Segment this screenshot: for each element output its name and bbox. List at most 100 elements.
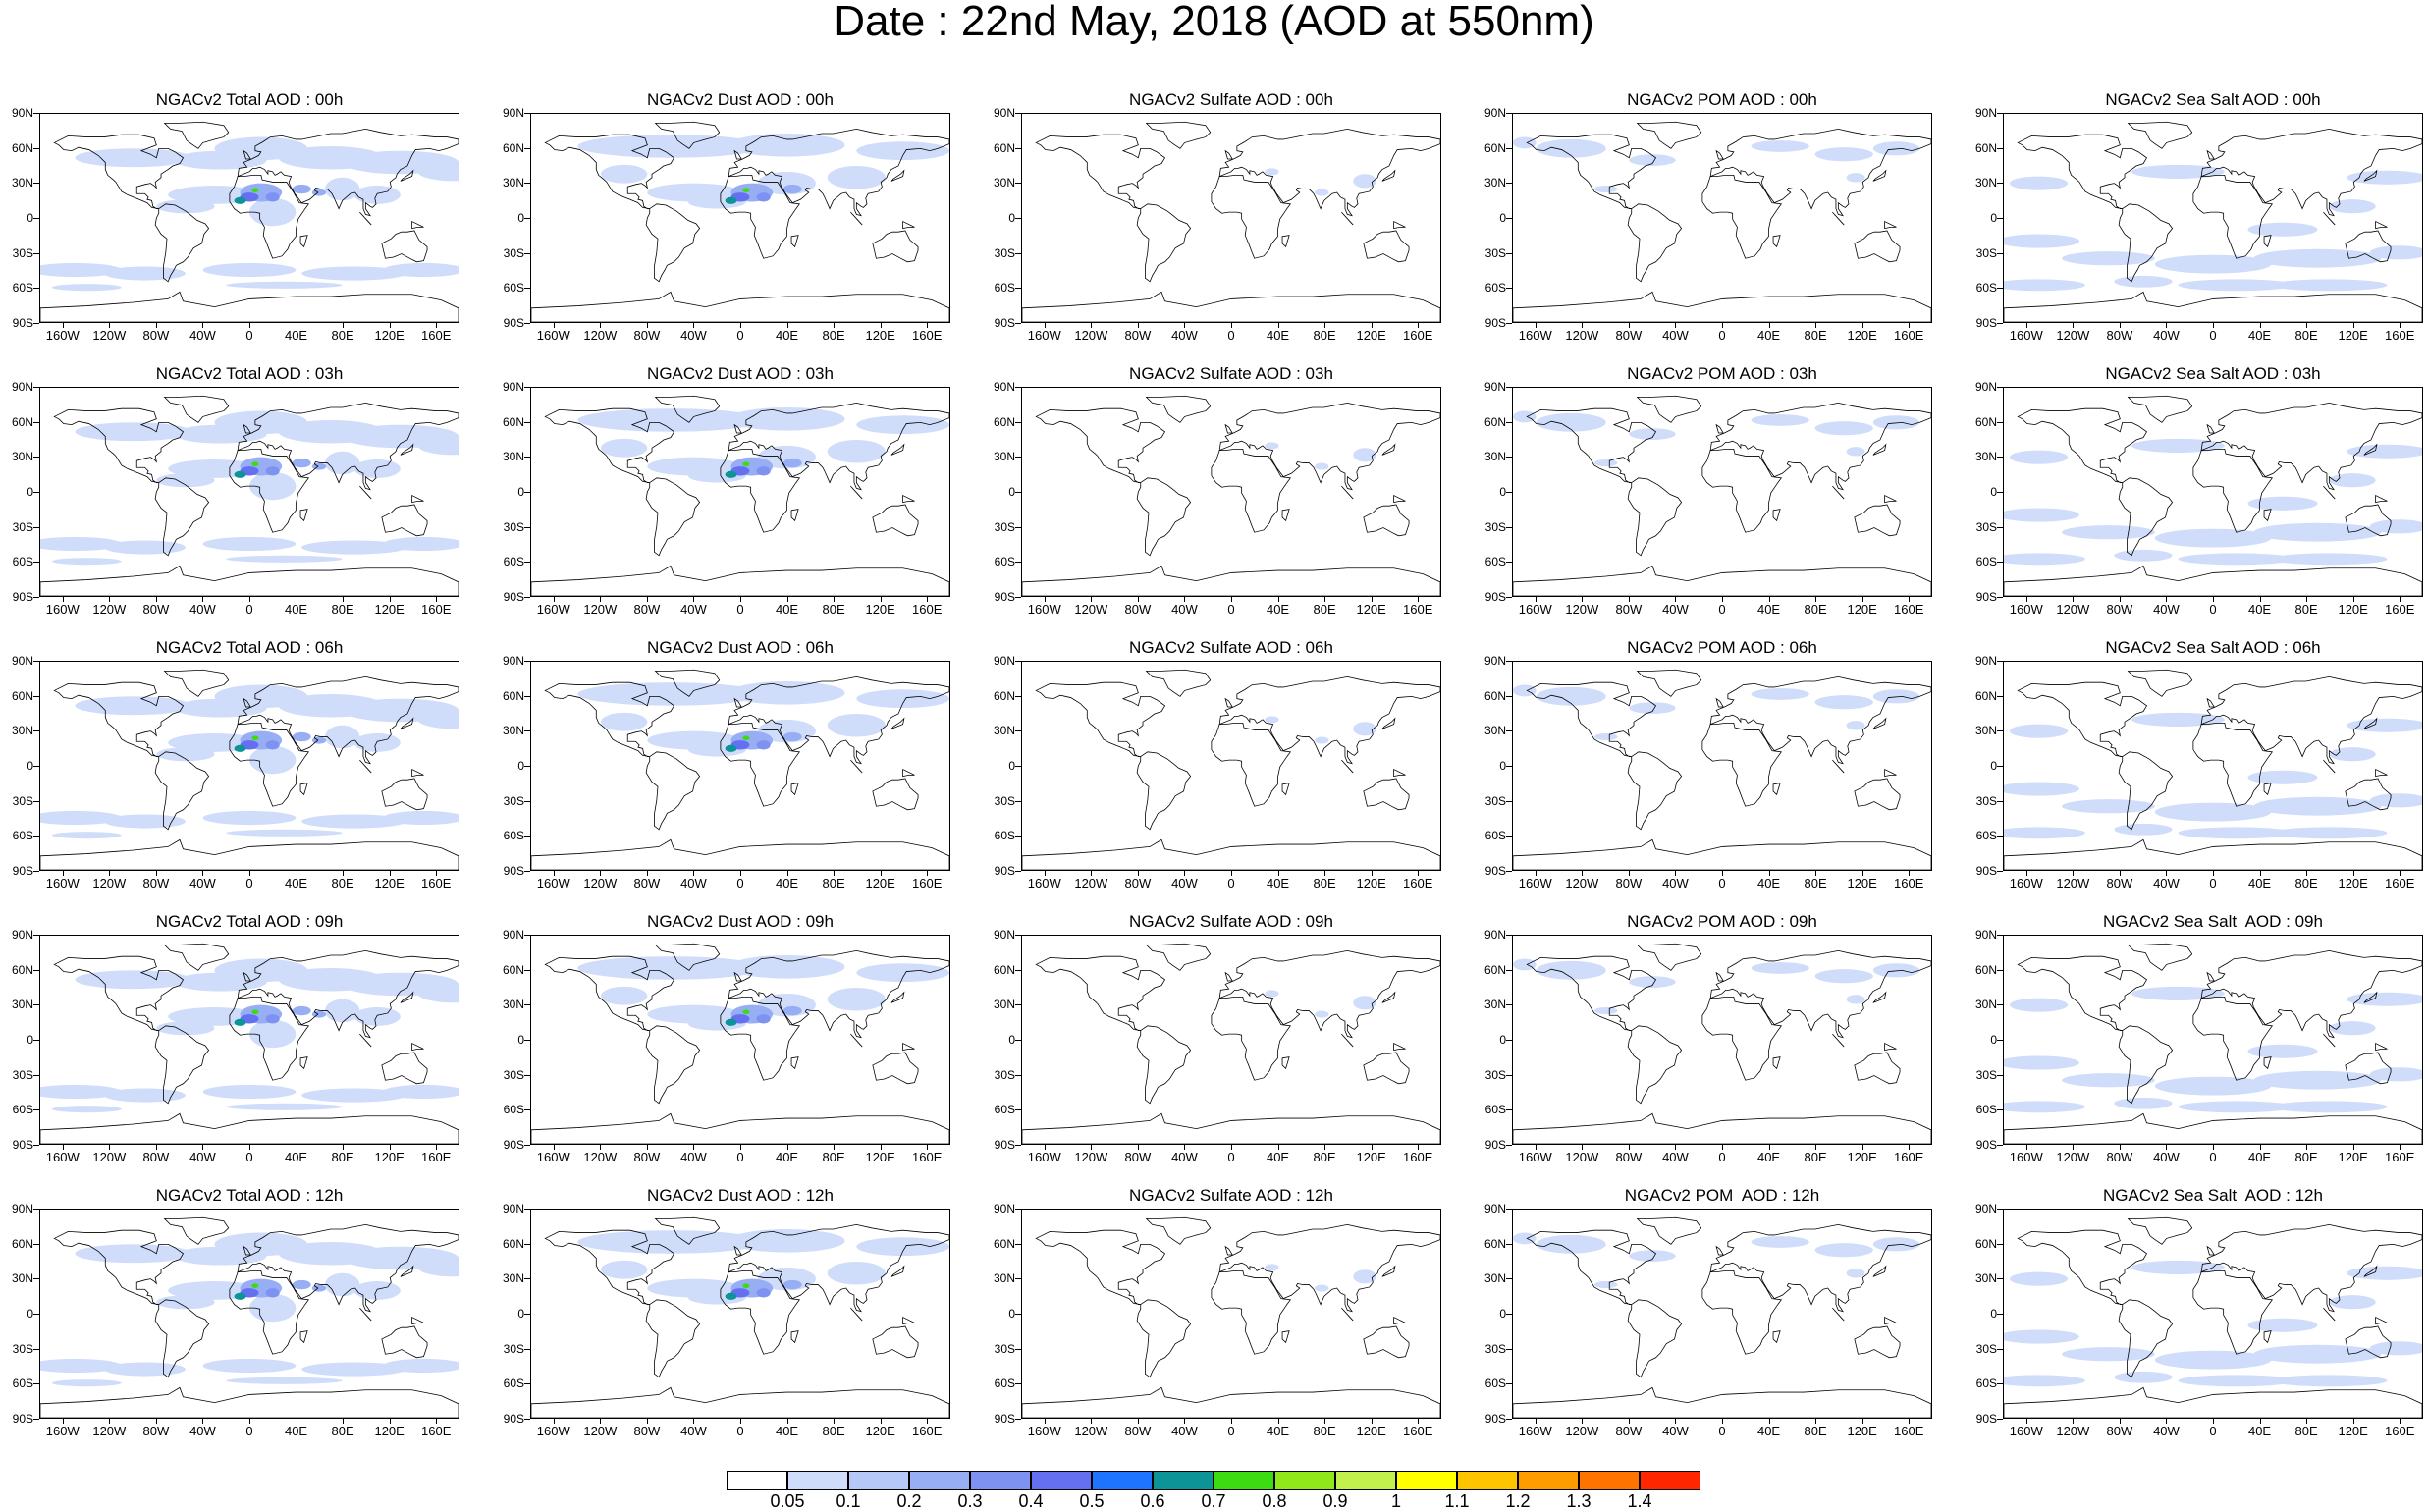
- lat-label: 60S: [1975, 1377, 1997, 1391]
- map-frame: [2003, 387, 2423, 597]
- coastline: [154, 1025, 210, 1105]
- lat-label: 30S: [1975, 519, 1997, 534]
- lon-tick: [1184, 323, 1186, 328]
- coastline: [2200, 949, 2422, 1039]
- lon-tick: [343, 1145, 345, 1150]
- aod-plume: [292, 184, 311, 194]
- lon-tick: [1768, 1145, 1770, 1150]
- map-panel-sulfate: NGACv2 Sulfate AOD : 03h 90N 60N 30N 0 30S 60S…: [982, 365, 1473, 639]
- lat-tick: [1015, 871, 1021, 872]
- lon-tick: [343, 323, 345, 328]
- coastline: [237, 402, 459, 491]
- lon-label: 80E: [822, 1424, 845, 1438]
- map-panel-dust: NGACv2 Dust AOD : 00h 90N 60N 30N 0 30S 60S 90S…: [491, 91, 982, 365]
- lon-label: 40E: [284, 876, 308, 891]
- lon-label: 40W: [189, 602, 216, 617]
- aod-plume: [856, 415, 949, 435]
- coastline: [1035, 1229, 1166, 1305]
- coastline: [1035, 407, 1166, 483]
- lat-label: 90N: [11, 106, 33, 120]
- aod-plume: [2247, 496, 2318, 511]
- aod-plume: [226, 829, 343, 837]
- lat-tick: [1997, 492, 2003, 493]
- lon-label: 120E: [1847, 602, 1877, 617]
- lat-tick: [33, 1243, 39, 1245]
- lat-label: 60S: [994, 1103, 1015, 1117]
- lon-tick: [436, 597, 438, 602]
- lon-label: 160E: [2385, 1150, 2415, 1164]
- lat-tick: [524, 800, 530, 802]
- lat-tick: [1015, 252, 1021, 254]
- lon-tick: [693, 1419, 695, 1424]
- lon-label: 120E: [1356, 876, 1386, 891]
- coastline: [850, 485, 863, 500]
- aod-plume: [601, 164, 648, 184]
- lat-tick: [1506, 1109, 1512, 1111]
- aod-field-sulfate: [1022, 669, 1440, 870]
- lon-tick: [1184, 871, 1186, 876]
- lon-tick: [249, 871, 250, 876]
- lon-tick: [2213, 1145, 2214, 1150]
- aod-plume: [301, 1362, 406, 1377]
- aod-plume: [1846, 447, 1865, 457]
- coastline: [733, 697, 742, 708]
- coastline: [2323, 211, 2336, 226]
- lon-tick: [1044, 871, 1046, 876]
- coastline: [163, 121, 230, 149]
- lon-tick: [1909, 323, 1911, 328]
- coastline: [2004, 838, 2422, 870]
- coastline: [154, 1299, 210, 1378]
- coastline: [2363, 991, 2378, 1003]
- lat-tick: [1997, 218, 2003, 219]
- aod-plume: [2247, 770, 2318, 784]
- colorbar-label: 0.6: [1140, 1491, 1165, 1511]
- lat-tick: [1506, 1383, 1512, 1385]
- map-panel-seasalt: NGACv2 Sea Salt AOD : 03h 90N 60N 30N 0 30S 60…: [1964, 365, 2428, 639]
- aod-field-dust: [531, 121, 949, 322]
- lon-tick: [2400, 323, 2401, 328]
- coastline: [890, 717, 905, 729]
- lat-label: 30N: [11, 998, 33, 1012]
- aod-plume: [1751, 1236, 1809, 1248]
- lon-tick: [1768, 1419, 1770, 1424]
- lat-tick: [1506, 969, 1512, 971]
- aod-plume: [756, 1014, 771, 1024]
- lat-tick: [1506, 661, 1512, 662]
- lat-label: 90S: [503, 1138, 524, 1152]
- lon-label: 40W: [1171, 1424, 1198, 1438]
- aod-plume: [2369, 793, 2422, 808]
- aod-plume: [2009, 998, 2069, 1012]
- coastline: [902, 494, 915, 504]
- lon-label: 40W: [189, 876, 216, 891]
- aod-plume: [1513, 136, 1537, 149]
- lon-label: 160E: [2385, 1424, 2415, 1438]
- lat-tick: [524, 1040, 530, 1041]
- coastline: [163, 1216, 230, 1245]
- lon-tick: [1137, 1145, 1139, 1150]
- coastline: [2004, 565, 2422, 596]
- coastline: [1145, 121, 1212, 149]
- lat-label: 90S: [503, 864, 524, 878]
- lat-tick: [1997, 766, 2003, 767]
- lat-label: 60S: [994, 1377, 1015, 1391]
- lon-tick: [1861, 871, 1863, 876]
- lon-tick: [1091, 1419, 1093, 1424]
- lon-tick: [2213, 597, 2214, 602]
- aod-plume: [2004, 1329, 2079, 1344]
- aod-field-sulfate: [1022, 943, 1440, 1144]
- coastline: [1136, 203, 1192, 283]
- lon-label: 80W: [633, 876, 661, 891]
- aod-plume: [1872, 1237, 1920, 1252]
- map-panel-sulfate: NGACv2 Sulfate AOD : 06h 90N 60N 30N 0 30S 60S…: [982, 639, 1473, 913]
- lon-tick: [202, 323, 204, 328]
- coastline: [544, 1229, 675, 1305]
- lon-tick: [1418, 1145, 1420, 1150]
- lon-tick: [1371, 597, 1373, 602]
- map-frame: [39, 661, 459, 871]
- lat-tick: [1997, 562, 2003, 564]
- lon-label: 40W: [1171, 1150, 1198, 1164]
- coastline: [902, 220, 915, 230]
- lon-tick: [1184, 1419, 1186, 1424]
- coastline: [544, 681, 675, 757]
- lon-label: 120E: [865, 876, 895, 891]
